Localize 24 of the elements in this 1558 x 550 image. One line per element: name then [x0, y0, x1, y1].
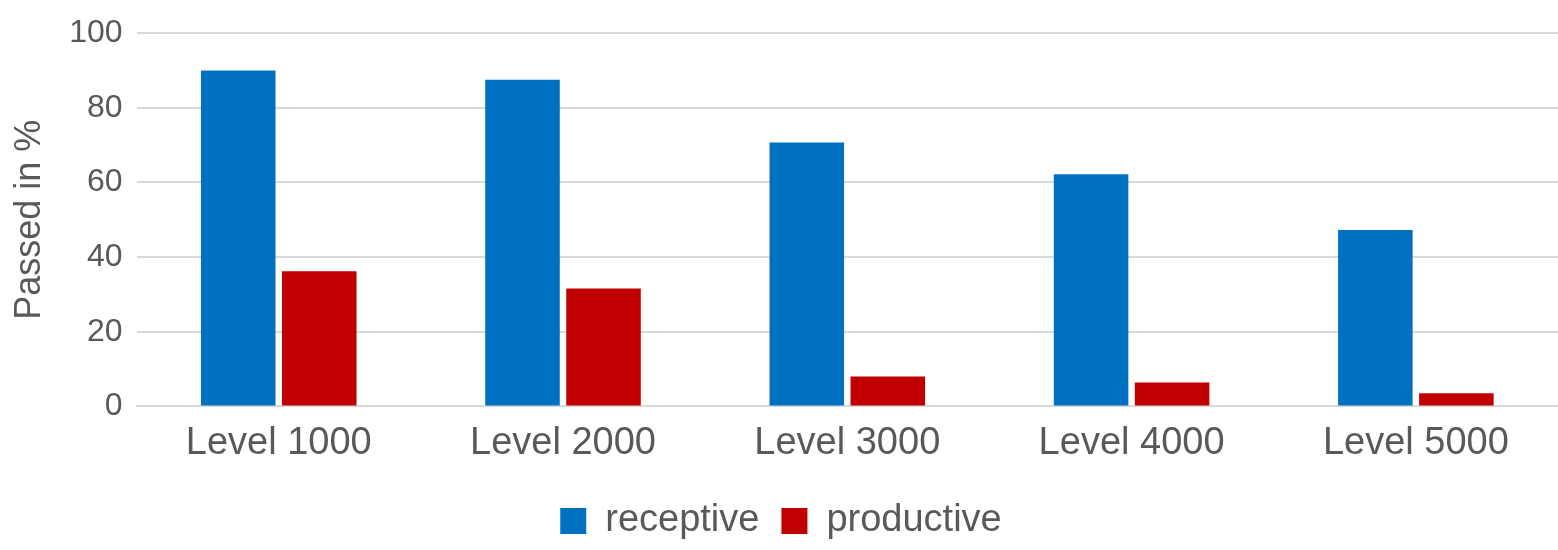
legend-label: productive [826, 497, 1002, 540]
bar [1419, 393, 1494, 406]
bar [566, 288, 641, 406]
bar [850, 376, 926, 406]
x-tick-label: Level 4000 [1038, 419, 1225, 462]
bar [485, 79, 560, 406]
y-tick-label: 40 [87, 236, 123, 273]
y-tick-label: 100 [69, 13, 123, 50]
y-tick-label: 20 [87, 311, 123, 348]
bar [1053, 174, 1129, 406]
x-tick-label: Level 3000 [754, 419, 941, 462]
y-axis-title: Passed in % [6, 119, 48, 320]
bar [281, 271, 357, 406]
x-tick-label: Level 2000 [470, 419, 656, 462]
x-tick-label: Level 1000 [185, 419, 372, 462]
bar [200, 70, 276, 406]
bar [1338, 229, 1413, 406]
bar [769, 142, 845, 406]
y-tick-label: 80 [87, 87, 123, 124]
legend-label: receptive [605, 497, 760, 540]
x-tick-label: Level 5000 [1322, 419, 1509, 462]
bar [1134, 382, 1210, 406]
y-tick-label: 0 [104, 386, 123, 423]
y-tick-label: 60 [87, 162, 123, 199]
